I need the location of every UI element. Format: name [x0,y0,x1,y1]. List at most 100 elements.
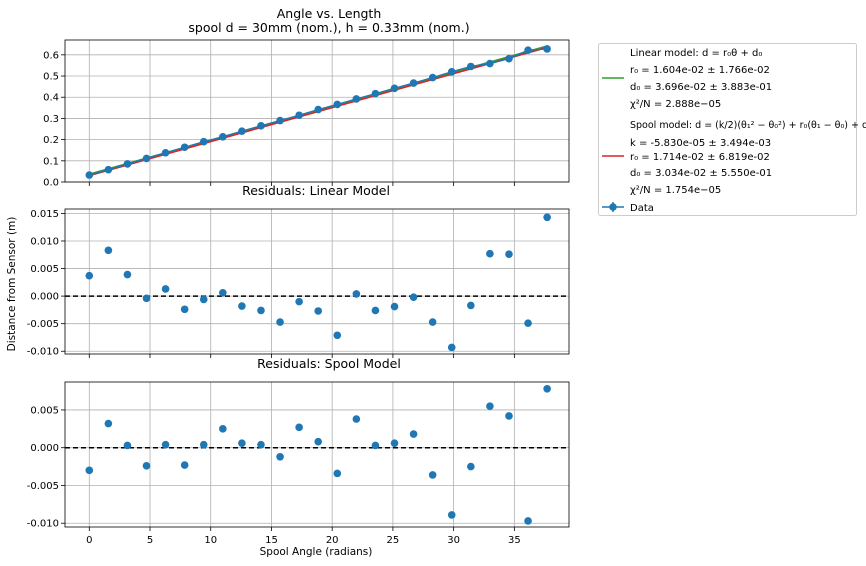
data-point [276,452,284,461]
data-point [219,133,227,141]
legend-data-label: Data [630,203,654,214]
legend-linear-chi: χ²/N = 2.888e−05 [630,99,721,110]
y-tick-label: -0.005 [27,481,59,492]
data-point [295,297,303,306]
data-point [314,437,323,446]
linear-residuals-plot: -0.010 -0.005 0.000 0.005 0.010 0.015 [27,208,570,358]
data-point [142,154,151,163]
data-point [238,439,246,447]
data-point [333,100,342,109]
data-point [142,462,151,470]
legend-spool-chi: χ²/N = 1.754e−05 [630,185,721,196]
figure-title-line1: Angle vs. Length [277,6,382,21]
data-point [180,305,189,314]
data-point [161,285,170,293]
legend-spool-title: Spool model: d = (k/2)(θ₁² − θ₀²) + r₀(θ… [630,120,866,131]
legend-spool-r0: r₀ = 1.714e-02 ± 6.819e-02 [630,152,770,163]
axes-frame [64,208,570,355]
legend: Linear model: d = r₀θ + d₀ r₀ = 1.604e-0… [598,43,866,216]
legend-spool-d0: d₀ = 3.034e-02 ± 5.550e-01 [630,168,772,179]
y-tick-label: 0.005 [30,264,59,275]
data-point [486,249,494,258]
y-tick-label: 0.6 [43,50,59,61]
data-point [123,160,132,168]
x-tick-label: 20 [326,535,339,546]
y-tick-label: -0.010 [27,347,59,358]
data-point [371,306,380,315]
data-point [276,116,284,125]
y-axis-label: Distance from Sensor (m) [6,217,18,352]
axes-frame [64,39,570,183]
data-point [85,466,94,475]
y-tick-label: 0.3 [43,114,59,125]
data-point [409,430,418,438]
data-point [390,439,399,447]
data-point [85,171,94,179]
x-tick-label: 15 [265,535,278,546]
y-tick-label: 0.015 [30,209,59,220]
legend-linear-r0: r₀ = 1.604e-02 ± 1.766e-02 [630,65,770,76]
y-tick-label: -0.010 [27,519,59,530]
y-tick-label: 0.010 [30,236,59,247]
y-tick-label: 0.0 [43,178,59,189]
data-point [428,73,437,82]
data-point [505,412,513,420]
main-plot: 0.0 0.1 0.2 0.3 0.4 0.5 0.6 [43,39,570,189]
data-point [295,423,303,432]
data-point [524,46,532,54]
data-point [371,89,380,98]
legend-data-marker [609,203,617,211]
data-point [524,517,532,525]
data-point [390,302,399,311]
data-point [104,165,113,174]
data-point [199,440,208,449]
legend-spool-k: k = -5.830e-05 ± 3.494e-03 [630,138,771,149]
y-tick-label: 0.1 [43,156,59,167]
data-point [142,294,151,303]
data-point [467,301,475,310]
data-point [524,319,532,327]
data-point [257,440,265,449]
x-axis-label: Spool Angle (radians) [260,546,373,558]
data-point [543,213,551,222]
data-point [199,137,208,146]
x-tick-label: 10 [204,535,217,546]
figure-title-line2: spool d = 30mm (nom.), h = 0.33mm (nom.) [188,20,469,35]
data-point [104,246,113,255]
legend-frame [598,43,857,216]
data-point [219,289,227,297]
data-point [390,84,399,93]
spool-residuals-title: Residuals: Spool Model [257,356,401,371]
data-point [123,441,132,450]
data-point [123,270,132,279]
linear-residuals-title: Residuals: Linear Model [242,183,390,198]
data-point [257,122,265,130]
data-point [85,271,94,280]
data-point [180,143,189,152]
data-point [505,250,513,259]
data-point [295,111,303,120]
y-tick-label: -0.005 [27,319,59,330]
x-tick-label: 0 [86,535,92,546]
data-point [352,290,361,298]
data-point [447,511,456,519]
data-point [219,425,227,433]
data-point [543,45,551,53]
data-point [428,318,437,326]
data-point [447,343,456,352]
data-point [333,469,342,478]
data-point [352,415,361,423]
data-point [314,307,323,315]
legend-linear-title: Linear model: d = r₀θ + d₀ [630,48,762,59]
data-point [104,419,113,428]
data-point [371,441,380,450]
data-point [428,471,437,479]
data-point [199,295,208,304]
data-point [486,402,494,410]
data-point [467,62,475,71]
data-point [505,54,513,63]
data-point [409,293,418,302]
data-point [543,384,551,393]
y-tick-label: 0.000 [30,292,59,303]
